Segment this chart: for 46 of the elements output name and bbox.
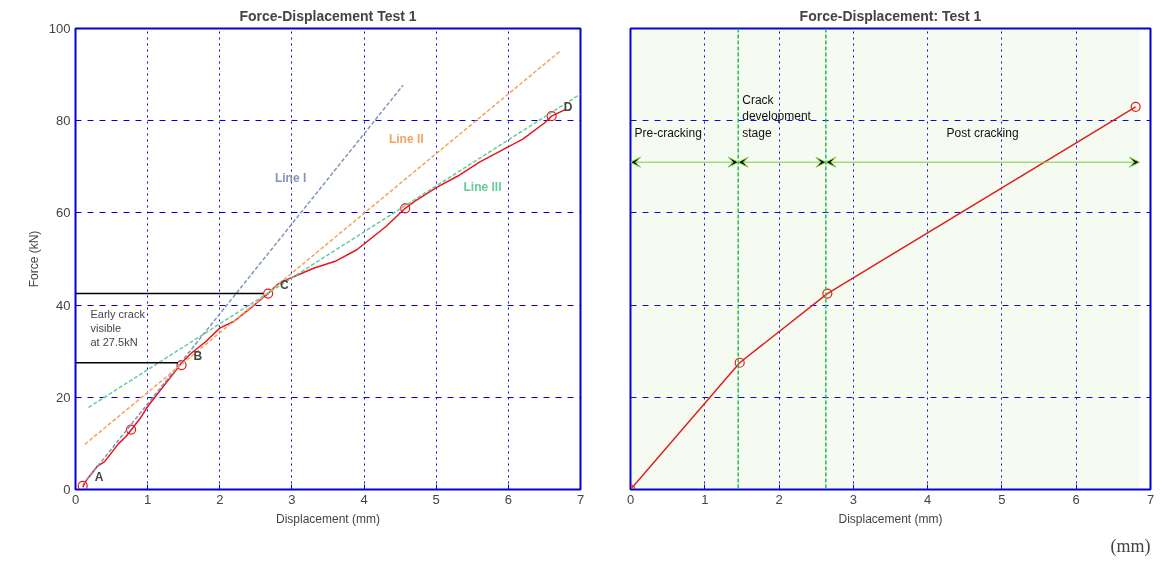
x-axis-title: Displacement (mm) [275, 511, 381, 526]
x-tick-label: 4 [360, 491, 368, 507]
chart-title: Force-Displacement: Test 1 [799, 7, 982, 24]
x-tick-label: 6 [504, 491, 512, 507]
annotation: Early crack visible at 27.5kN [90, 307, 146, 349]
band-label: Post cracking [946, 126, 1019, 141]
x-axis-title: Displacement (mm) [838, 511, 943, 526]
x-tick-label: 4 [924, 491, 932, 507]
series-label: Line I [274, 171, 307, 186]
x-tick-label: 2 [775, 491, 783, 507]
y-tick-label: 100 [48, 21, 71, 36]
annotation: A [94, 469, 104, 484]
point [546, 111, 557, 122]
annotation: B [193, 349, 203, 364]
y-tick-label: 80 [56, 113, 71, 129]
series-label: Line II [388, 131, 424, 146]
annotation: C [280, 277, 290, 292]
x-tick-label: 1 [701, 491, 709, 507]
x-tick-label: 0 [626, 491, 635, 507]
y-tick-label: 60 [56, 205, 71, 221]
y-tick-label: 40 [56, 297, 71, 313]
series-label: Line III [463, 180, 502, 195]
x-tick-label: 1 [144, 491, 152, 507]
point [400, 203, 411, 214]
point [734, 357, 745, 368]
x-tick-label: 6 [1072, 491, 1080, 507]
x-tick-label: 3 [849, 491, 857, 507]
y-axis-title: Force (kN) [26, 230, 41, 288]
x-tick-label: 3 [288, 491, 296, 507]
point [77, 480, 88, 490]
band-label: Pre-cracking [634, 126, 702, 141]
y-tick-label: 20 [56, 389, 71, 405]
band-label: Crack development stage [742, 92, 812, 141]
annotation: D [563, 100, 573, 115]
point [263, 288, 274, 299]
x-tick-label: 7 [576, 491, 585, 507]
x-tick-label: 5 [432, 491, 440, 507]
x-tick-label: 5 [998, 491, 1006, 507]
point [176, 359, 187, 371]
x-tick-label: 2 [216, 491, 224, 507]
chart-title: Force-Displacement Test 1 [239, 7, 417, 24]
text: (mm) [1110, 535, 1151, 557]
point [822, 288, 833, 299]
point [125, 424, 137, 435]
x-tick-label: 7 [1146, 491, 1155, 507]
point [1130, 101, 1141, 112]
